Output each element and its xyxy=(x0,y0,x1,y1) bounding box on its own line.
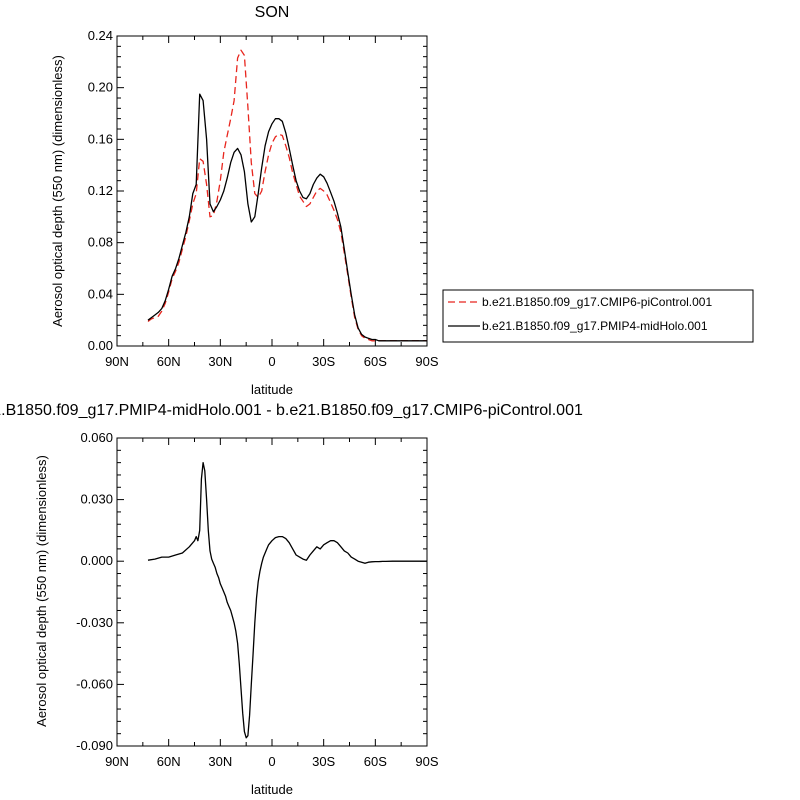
chart0-y-tick-label: 0.00 xyxy=(88,338,113,353)
chart1-y-tick-label: 0.030 xyxy=(80,492,113,507)
chart1-y-tick-label: -0.090 xyxy=(76,738,113,753)
chart1-x-tick-label: 0 xyxy=(268,754,275,769)
chart1-y-tick-label: 0.060 xyxy=(80,430,113,445)
chart1-series-line-0 xyxy=(147,461,427,739)
chart1-x-tick-label: 60N xyxy=(157,754,181,769)
legend: b.e21.B1850.f09_g17.CMIP6-piControl.001 … xyxy=(442,289,754,343)
top-y-axis-label: Aerosol optical depth (550 nm) (dimensio… xyxy=(50,55,65,327)
top-chart-plot-area: 90N 60N 30N 0 30S 60S 90S 0.00 0.04 0.08 0.12 0.16 0… xyxy=(88,28,439,369)
chart0-y-tick-label: 0.08 xyxy=(88,235,113,250)
chart0-frame xyxy=(116,35,428,347)
chart0-y-tick-label: 0.16 xyxy=(88,131,113,146)
chart1-x-tick-label: 30N xyxy=(208,754,232,769)
chart0-y-tick-label: 0.20 xyxy=(88,80,113,95)
chart0-x-tick-label: 30S xyxy=(312,354,335,369)
legend-box xyxy=(442,289,754,343)
chart1-y-tick-label: -0.060 xyxy=(76,676,113,691)
top-x-axis-label: latitude xyxy=(251,382,293,397)
bottom-x-axis-label: latitude xyxy=(251,782,293,797)
chart0-x-tick-label: 30N xyxy=(208,354,232,369)
legend-entry-midholo: b.e21.B1850.f09_g17.PMIP4-midHolo.001 xyxy=(482,319,708,333)
chart0-y-tick-label: 0.04 xyxy=(88,286,113,301)
chart1-x-tick-label: 60S xyxy=(364,754,387,769)
bottom-y-axis-label: Aerosol optical depth (550 nm) (dimensio… xyxy=(34,455,49,727)
chart0-x-tick-label: 90S xyxy=(415,354,438,369)
chart0-y-tick-label: 0.12 xyxy=(88,183,113,198)
chart0-x-tick-label: 0 xyxy=(268,354,275,369)
chart1-x-tick-label: 30S xyxy=(312,754,335,769)
top-chart-panel: SON 90N 60N 30N 0 30S 60S 90S 0.00 0.04 0.08 0.12 0… xyxy=(50,4,754,397)
legend-entry-picontrol: b.e21.B1850.f09_g17.CMIP6-piControl.001 xyxy=(482,295,712,309)
chart0-y-tick-label: 0.24 xyxy=(88,28,113,43)
chart0-series-line-0 xyxy=(147,49,427,342)
chart0-series-line-1 xyxy=(147,93,427,342)
chart1-frame xyxy=(116,437,428,747)
top-chart-title: SON xyxy=(255,4,290,21)
chart0-x-tick-label: 60S xyxy=(364,354,387,369)
bottom-chart-title: b.e21.B1850.f09_g17.PMIP4-midHolo.001 - … xyxy=(0,402,583,419)
chart0-x-tick-label: 60N xyxy=(157,354,181,369)
chart1-y-tick-label: -0.030 xyxy=(76,615,113,630)
chart1-y-tick-label: 0.000 xyxy=(80,553,113,568)
chart1-x-tick-label: 90S xyxy=(415,754,438,769)
chart0-x-tick-label: 90N xyxy=(105,354,129,369)
chart1-x-tick-label: 90N xyxy=(105,754,129,769)
bottom-chart-plot-area: 90N 60N 30N 0 30S 60S 90S -0.090 -0.060 -0.030 0.0… xyxy=(76,430,439,769)
bottom-chart-panel: b.e21.B1850.f09_g17.PMIP4-midHolo.001 - … xyxy=(0,402,583,797)
